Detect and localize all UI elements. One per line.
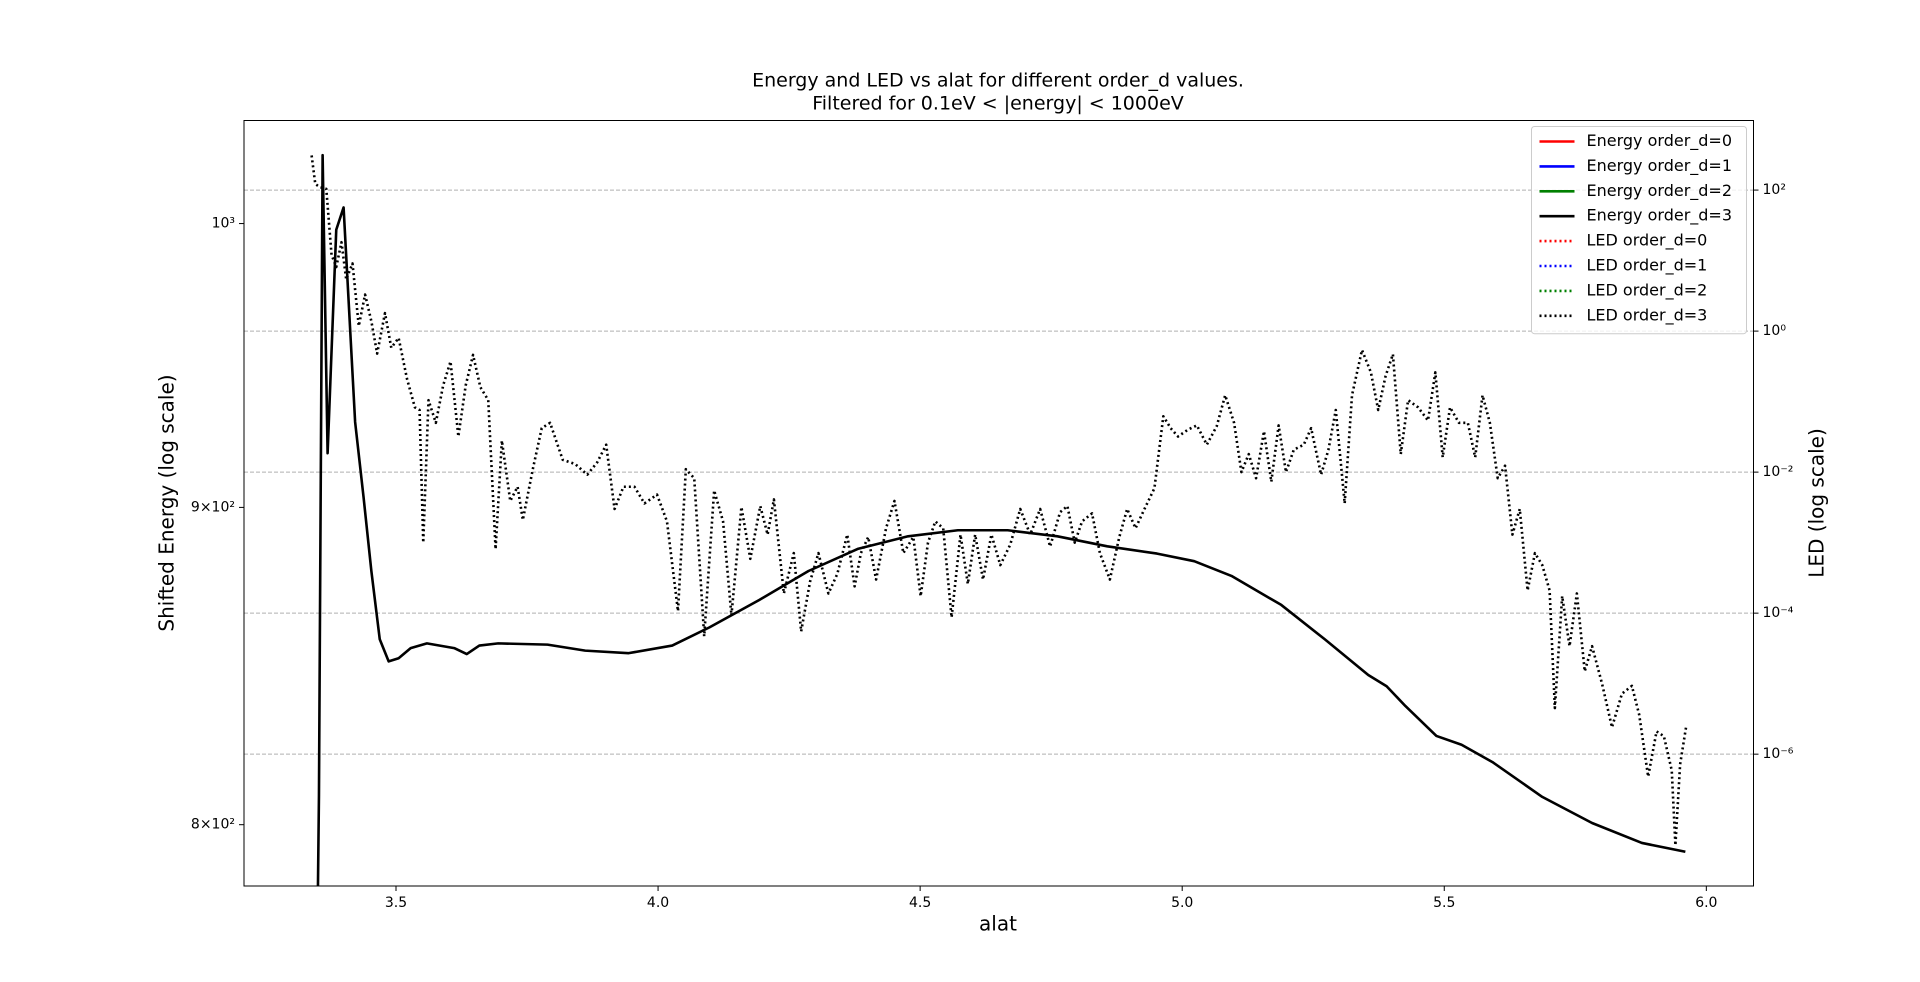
y2-tick-label: 10⁻⁴ [1763,605,1794,621]
x-tick-label: 3.5 [385,895,407,911]
legend-label: LED order_d=1 [1587,256,1708,276]
legend-label: LED order_d=3 [1587,305,1708,325]
y-tick-label: 10³ [212,216,235,232]
y2-tick-label: 10² [1763,182,1786,198]
legend-label: Energy order_d=2 [1587,181,1733,201]
x-tick-label: 4.0 [647,895,669,911]
chart-subtitle: Filtered for 0.1eV < |energy| < 1000eV [812,93,1184,115]
plot-area [310,153,1688,886]
series-line [316,153,1686,886]
y2-axis-label: LED (log scale) [1805,428,1829,578]
y2-tick-label: 10⁻⁶ [1763,746,1794,762]
legend-box [1531,126,1747,335]
y2-tick-label: 10⁻² [1763,464,1794,480]
y-axis-label: Shifted Energy (log scale) [155,374,179,631]
legend-label: Energy order_d=3 [1587,206,1733,226]
legend-label: Energy order_d=1 [1587,156,1733,176]
legend: Energy order_d=0 Energy order_d=1 Energy o… [1531,126,1747,335]
series-line [310,155,1688,847]
legend-label: LED order_d=0 [1587,231,1708,251]
x-tick-label: 4.5 [909,895,931,911]
x-tick-label: 6.0 [1695,895,1717,911]
y2-tick-label: 10⁰ [1763,323,1787,339]
legend-label: Energy order_d=0 [1587,131,1733,151]
y-tick-label: 8×10² [191,817,235,833]
x-tick-label: 5.0 [1171,895,1193,911]
x-axis-label: alat [979,912,1017,936]
x-tick-label: 5.5 [1433,895,1455,911]
legend-label: LED order_d=2 [1587,280,1708,300]
chart-title: Energy and LED vs alat for different ord… [752,70,1244,92]
y-tick-label: 9×10² [191,499,235,515]
plot-frame [243,120,1754,887]
